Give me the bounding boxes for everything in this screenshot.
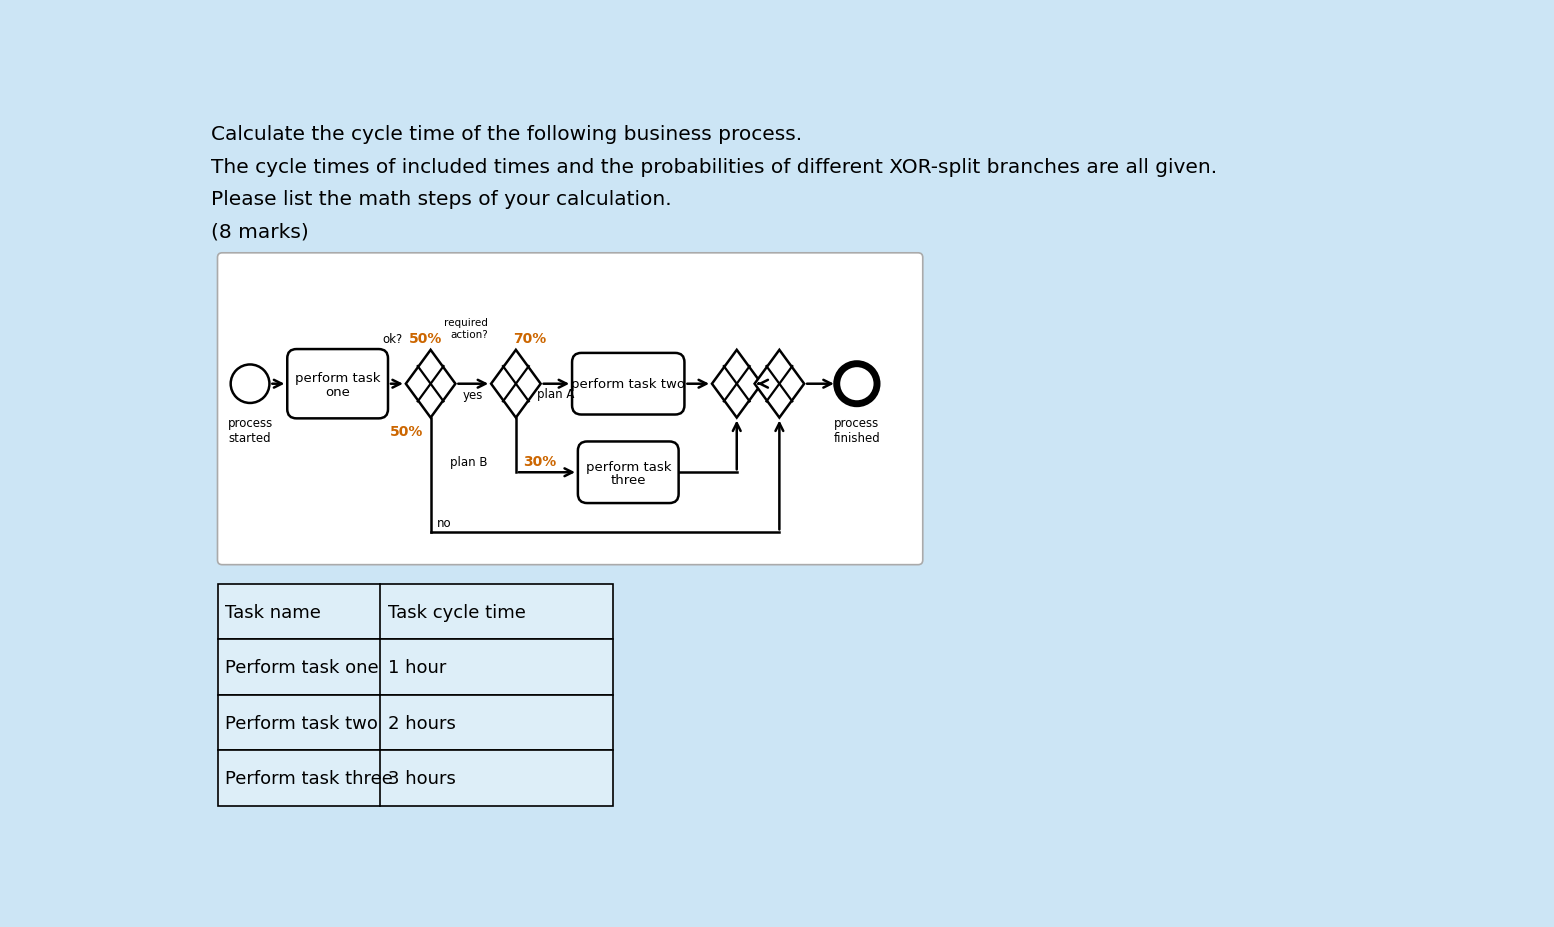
Text: process
started: process started: [227, 416, 272, 445]
Bar: [218, 584, 612, 640]
Bar: [218, 751, 612, 806]
Polygon shape: [712, 350, 761, 418]
FancyBboxPatch shape: [572, 353, 684, 415]
FancyBboxPatch shape: [287, 349, 388, 419]
Text: Perform task two: Perform task two: [225, 714, 378, 731]
Text: 2 hours: 2 hours: [388, 714, 455, 731]
Text: one: one: [325, 386, 350, 399]
Text: 70%: 70%: [513, 332, 545, 346]
Text: Task cycle time: Task cycle time: [388, 603, 525, 621]
Text: required
action?: required action?: [444, 318, 488, 339]
Text: 30%: 30%: [524, 454, 556, 468]
Text: 3 hours: 3 hours: [388, 769, 455, 787]
Text: Please list the math steps of your calculation.: Please list the math steps of your calcu…: [211, 190, 671, 209]
Text: plan A: plan A: [538, 387, 575, 400]
Polygon shape: [406, 350, 455, 418]
Circle shape: [230, 365, 269, 403]
Text: Task name: Task name: [225, 603, 322, 621]
Polygon shape: [755, 350, 803, 418]
Text: perform task: perform task: [295, 372, 381, 385]
Text: 1 hour: 1 hour: [388, 658, 446, 677]
Circle shape: [836, 364, 876, 404]
Text: 50%: 50%: [390, 425, 423, 438]
Text: perform task two: perform task two: [572, 378, 685, 391]
Text: three: three: [611, 474, 646, 487]
Text: yes: yes: [463, 388, 483, 401]
FancyBboxPatch shape: [218, 254, 923, 565]
Text: perform task: perform task: [586, 460, 671, 473]
Polygon shape: [491, 350, 541, 418]
Bar: [218, 640, 612, 695]
Text: Perform task three: Perform task three: [225, 769, 393, 787]
FancyBboxPatch shape: [578, 442, 679, 503]
Text: process
finished: process finished: [833, 416, 880, 445]
Text: no: no: [437, 516, 452, 529]
Text: plan B: plan B: [451, 455, 488, 468]
Text: Calculate the cycle time of the following business process.: Calculate the cycle time of the followin…: [211, 125, 802, 144]
Text: Perform task one: Perform task one: [225, 658, 379, 677]
Text: 50%: 50%: [409, 332, 443, 346]
Bar: [218, 695, 612, 751]
Text: ok?: ok?: [382, 333, 402, 346]
Text: The cycle times of included times and the probabilities of different XOR-split b: The cycle times of included times and th…: [211, 158, 1217, 176]
Text: (8 marks): (8 marks): [211, 222, 309, 241]
